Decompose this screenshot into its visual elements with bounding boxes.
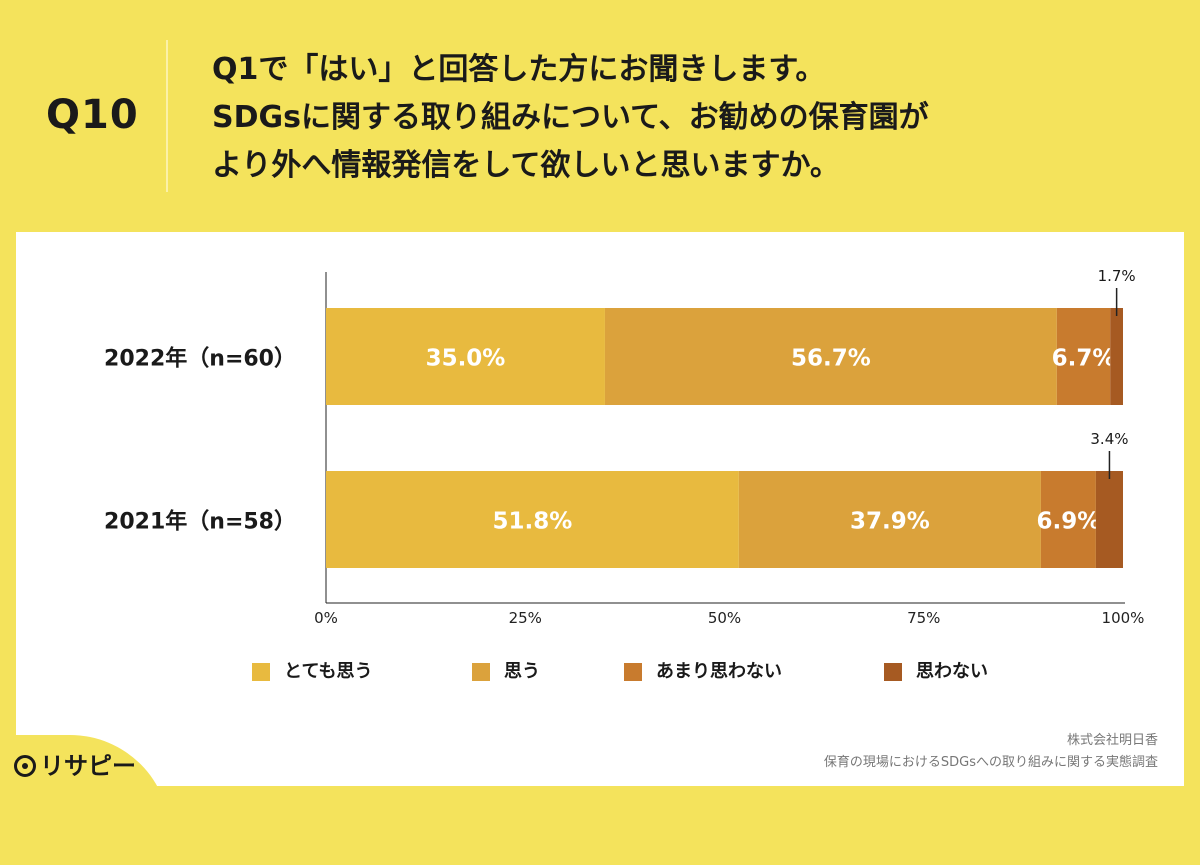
data-label: 3.4% bbox=[1090, 430, 1128, 448]
logo: リサピー bbox=[14, 748, 136, 784]
logo-pin-icon bbox=[14, 755, 36, 777]
legend-swatch bbox=[884, 663, 902, 681]
bar-segment bbox=[738, 471, 1041, 568]
legend-swatch bbox=[624, 663, 642, 681]
x-tick-label: 100% bbox=[1102, 609, 1145, 627]
category-label: 2021年（n=58） bbox=[104, 509, 296, 535]
x-tick-label: 0% bbox=[314, 609, 338, 627]
legend-swatch bbox=[252, 663, 270, 681]
category-label: 2022年（n=60） bbox=[104, 346, 296, 372]
bar-segment bbox=[604, 308, 1057, 405]
bar-segment bbox=[1056, 308, 1111, 405]
data-label: 37.9% bbox=[850, 509, 930, 535]
question-text: Q1で「はい」と回答した方にお聞きします。 SDGsに関する取り組みについて、お… bbox=[212, 46, 1172, 190]
question-line-1: Q1で「はい」と回答した方にお聞きします。 bbox=[212, 52, 826, 87]
x-tick-label: 50% bbox=[708, 609, 741, 627]
data-label: 56.7% bbox=[791, 346, 871, 372]
stacked-bar-chart: 0% 25% 50% 75% 100% 2022年（n=60） 35.0% 56.7% 6.7%… bbox=[104, 267, 1145, 627]
legend-label: 思わない bbox=[916, 661, 988, 682]
legend-label: とても思う bbox=[284, 661, 373, 682]
data-label: 51.8% bbox=[493, 509, 573, 535]
header-divider bbox=[166, 40, 168, 192]
data-label: 6.7% bbox=[1052, 346, 1116, 372]
x-tick-label: 75% bbox=[907, 609, 940, 627]
footer-credit: 株式会社明日香 保育の現場におけるSDGsへの取り組みに関する実態調査 bbox=[824, 730, 1158, 774]
legend-label: あまり思わない bbox=[656, 661, 782, 682]
legend-label: 思う bbox=[504, 661, 540, 682]
question-line-3: より外へ情報発信をして欲しいと思いますか。 bbox=[212, 148, 840, 183]
bar-segment bbox=[1095, 471, 1123, 568]
legend: とても思う 思う あまり思わない 思わない bbox=[252, 660, 1072, 684]
question-number: Q10 bbox=[46, 92, 139, 138]
legend-swatch bbox=[472, 663, 490, 681]
bar-segment bbox=[1040, 471, 1096, 568]
bar-segment bbox=[326, 471, 739, 568]
bar-segment bbox=[1110, 308, 1123, 405]
x-tick-label: 25% bbox=[509, 609, 542, 627]
data-label: 6.9% bbox=[1037, 509, 1101, 535]
bar-segment bbox=[326, 308, 605, 405]
data-label: 35.0% bbox=[426, 346, 506, 372]
survey-name: 保育の現場におけるSDGsへの取り組みに関する実態調査 bbox=[823, 755, 1158, 770]
logo-text: リサピー bbox=[40, 752, 136, 780]
question-line-2: SDGsに関する取り組みについて、お勧めの保育園が bbox=[212, 100, 929, 135]
company-name: 株式会社明日香 bbox=[1066, 733, 1158, 748]
data-label: 1.7% bbox=[1098, 267, 1136, 285]
header: Q10 Q1で「はい」と回答した方にお聞きします。 SDGsに関する取り組みにつ… bbox=[0, 0, 1200, 232]
